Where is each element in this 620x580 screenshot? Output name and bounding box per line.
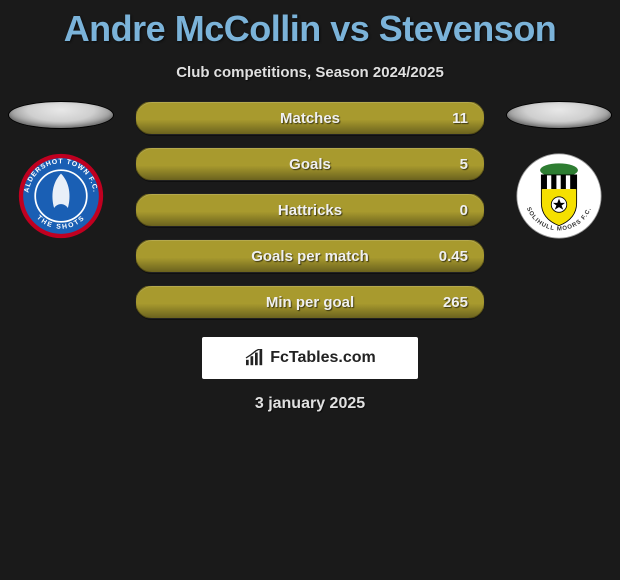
stat-label: Min per goal [266, 294, 354, 311]
team-left-column: ALDERSHOT TOWN F.C. THE SHOTS [6, 101, 116, 239]
platform-ellipse-right [506, 101, 612, 129]
team-right-column: SOLIHULL MOORS F.C. [504, 101, 614, 239]
team-left-crest: ALDERSHOT TOWN F.C. THE SHOTS [18, 153, 104, 239]
stat-value: 11 [452, 110, 468, 127]
chart-icon [244, 349, 266, 367]
stat-value: 5 [460, 156, 468, 173]
stat-value: 0.45 [439, 248, 468, 265]
platform-ellipse-left [8, 101, 114, 129]
subtitle: Club competitions, Season 2024/2025 [0, 64, 620, 81]
stat-label: Goals per match [251, 248, 369, 265]
stat-bar: Goals per match 0.45 [135, 239, 485, 273]
stat-bar: Matches 11 [135, 101, 485, 135]
stat-label: Matches [280, 110, 340, 127]
stat-bar: Min per goal 265 [135, 285, 485, 319]
stat-label: Goals [289, 156, 331, 173]
watermark-text: FcTables.com [270, 349, 376, 367]
stat-bar: Hattricks 0 [135, 193, 485, 227]
stat-label: Hattricks [278, 202, 342, 219]
watermark: FcTables.com [202, 337, 418, 379]
stat-value: 0 [460, 202, 468, 219]
stat-bar: Goals 5 [135, 147, 485, 181]
stat-value: 265 [443, 294, 468, 311]
date-text: 3 january 2025 [0, 395, 620, 413]
stats-bars: Matches 11 Goals 5 Hattricks 0 Goals per match… [135, 101, 485, 319]
comparison-panel: ALDERSHOT TOWN F.C. THE SHOTS SOLIHULL M… [0, 101, 620, 413]
team-right-crest: SOLIHULL MOORS F.C. [516, 153, 602, 239]
page-title: Andre McCollin vs Stevenson [0, 0, 620, 50]
